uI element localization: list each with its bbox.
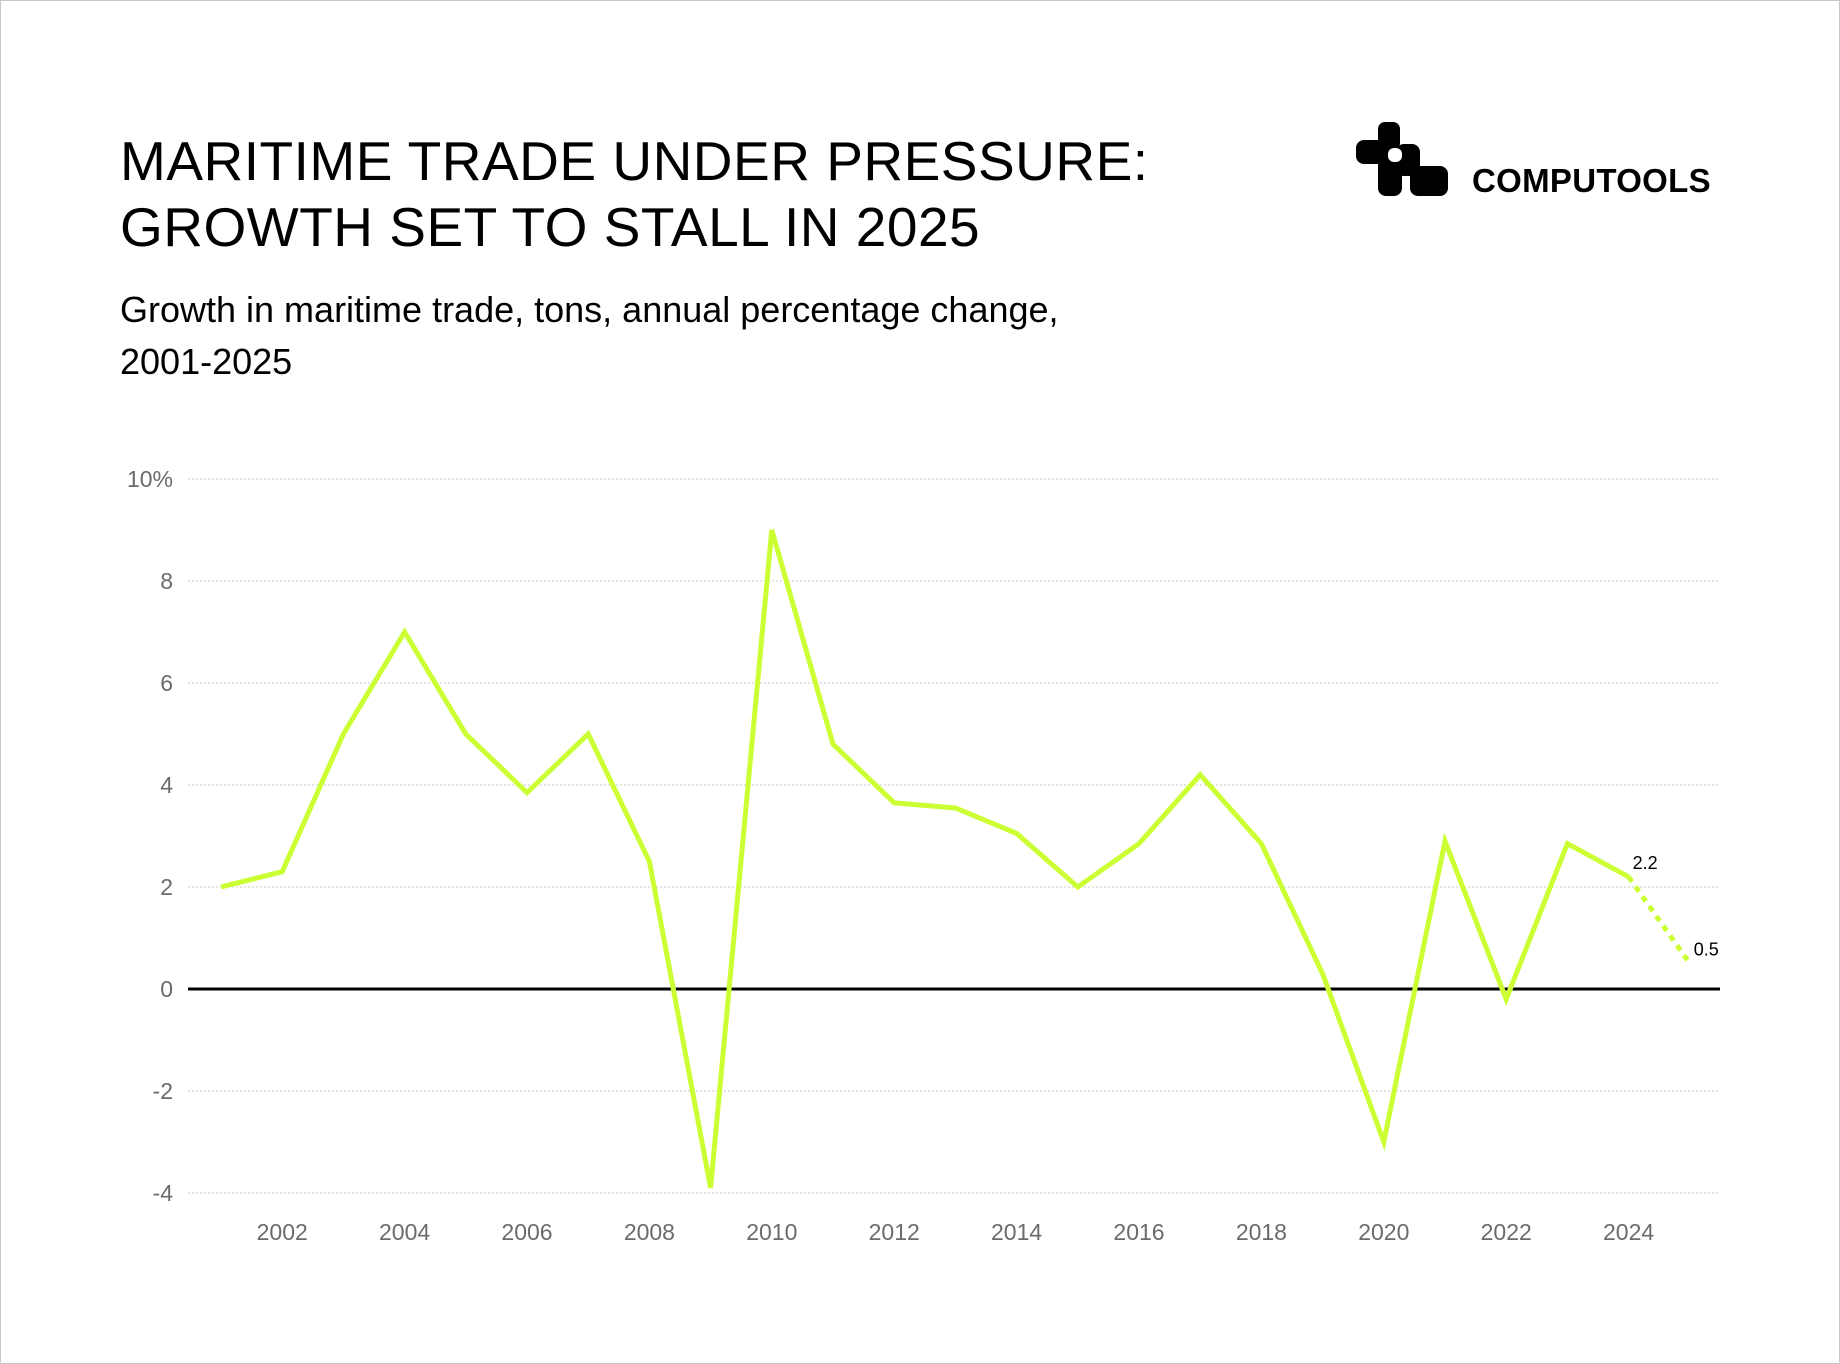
x-tick-label: 2020 [1358,1219,1409,1245]
x-tick-label: 2014 [991,1219,1042,1245]
data-label: 2.2 [1633,853,1658,873]
y-tick-label: 6 [160,670,173,696]
computools-logo: COMPUTOOLS [1356,118,1711,200]
y-tick-label: 10% [127,466,173,492]
y-tick-label: 2 [160,874,173,900]
subtitle-line-1: Growth in maritime trade, tons, annual p… [120,289,1059,330]
logo-text: COMPUTOOLS [1472,162,1711,199]
x-tick-label: 2018 [1236,1219,1287,1245]
y-tick-label: -4 [153,1180,174,1206]
projection-line [1626,875,1692,965]
chart-subtitle: Growth in maritime trade, tons, annual p… [120,284,1059,388]
y-tick-label: -2 [153,1078,173,1104]
y-tick-label: 4 [160,772,173,798]
x-tick-label: 2024 [1603,1219,1654,1245]
y-tick-label: 0 [160,976,173,1002]
x-tick-label: 2008 [624,1219,675,1245]
x-tick-label: 2006 [501,1219,552,1245]
x-tick-label: 2022 [1481,1219,1532,1245]
data-label: 0.5 [1694,940,1719,960]
x-tick-label: 2004 [379,1219,430,1245]
logo-mark-icon [1356,122,1448,196]
x-tick-label: 2012 [869,1219,920,1245]
series-line [220,529,1630,1189]
x-tick-label: 2002 [257,1219,308,1245]
title-line-1: MARITIME TRADE UNDER PRESSURE: [120,130,1149,192]
y-tick-label: 8 [160,568,173,594]
x-tick-label: 2016 [1113,1219,1164,1245]
title-line-2: GROWTH SET TO STALL IN 2025 [120,196,981,258]
x-tick-label: 2010 [746,1219,797,1245]
chart-title: MARITIME TRADE UNDER PRESSURE: GROWTH SE… [120,128,1149,260]
subtitle-line-2: 2001-2025 [120,341,293,382]
